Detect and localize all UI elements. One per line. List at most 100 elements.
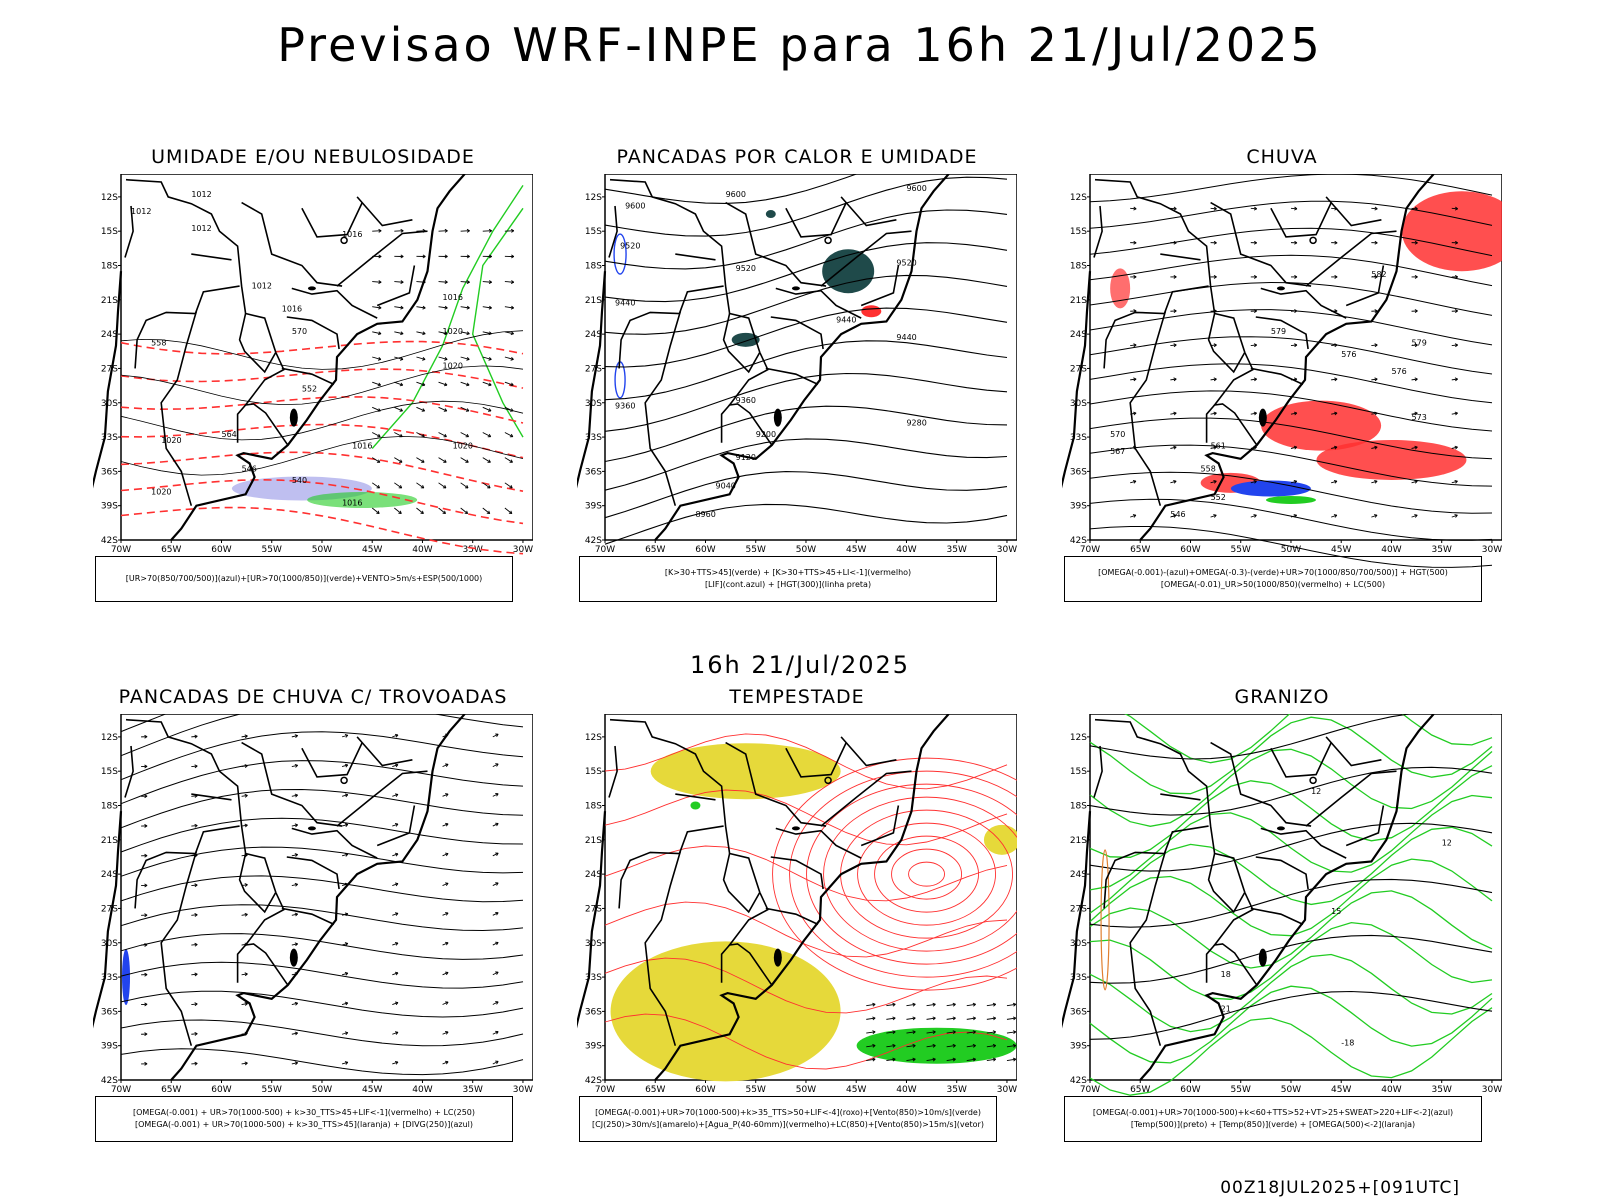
wind-arrow <box>1170 378 1177 381</box>
isoline <box>1089 766 1493 816</box>
wind-arrowhead <box>511 254 515 259</box>
green-area-k30 <box>822 249 875 294</box>
isoline <box>1124 714 1493 764</box>
wind-arrow <box>1170 480 1177 484</box>
lat-label: 27S <box>585 364 602 374</box>
state-border <box>765 367 819 386</box>
isoline <box>120 731 524 781</box>
wind-arrow <box>866 1058 876 1062</box>
lon-label: 30W <box>1482 545 1502 555</box>
wind-arrowhead <box>294 734 299 738</box>
geography <box>577 174 950 541</box>
wind-arrowhead <box>1173 343 1177 348</box>
wind-arrowhead <box>144 972 148 977</box>
wind-arrowhead <box>495 1060 499 1065</box>
wind-arrowhead <box>1133 274 1137 279</box>
wind-arrow <box>460 381 470 386</box>
wind-arrow <box>1210 514 1217 518</box>
wind-arrow <box>1411 446 1418 449</box>
wind-arrow <box>906 1045 916 1048</box>
wind-arrowhead <box>144 883 148 888</box>
panel-title: TEMPESTADE <box>729 686 865 708</box>
wind-arrow <box>906 1031 916 1034</box>
wind-arrowhead <box>1333 514 1338 518</box>
lon-label: 45W <box>846 545 866 555</box>
lat-label: 12S <box>585 733 602 743</box>
wind-arrowhead <box>1012 1057 1017 1062</box>
contour-label: 9520 <box>896 259 916 268</box>
wind-arrow <box>482 457 491 463</box>
wind-arrowhead <box>488 382 492 387</box>
lon-label: 50W <box>312 545 332 555</box>
state-border <box>134 285 240 369</box>
panel-title: CHUVA <box>1246 146 1318 168</box>
wind-arrow <box>438 331 448 335</box>
isoline <box>120 1019 524 1047</box>
wind-arrowhead <box>488 356 492 361</box>
wind-arrow <box>986 1031 996 1034</box>
lon-label: 45W <box>362 545 382 555</box>
wind-arrowhead <box>378 254 382 259</box>
lat-label: 18S <box>585 262 602 272</box>
state-border <box>1270 742 1332 778</box>
wind-arrowhead <box>1253 377 1258 382</box>
coastline <box>1139 174 1435 541</box>
wind-arrow <box>442 853 449 857</box>
wind-arrowhead <box>421 408 426 412</box>
wind-arrowhead <box>488 228 492 233</box>
wind-arrowhead <box>1293 411 1298 416</box>
wind-arrowhead <box>509 433 514 438</box>
wind-arrow <box>416 432 425 438</box>
wind-arrow <box>886 1031 896 1034</box>
isoline <box>1089 794 1493 891</box>
isoline <box>120 788 524 829</box>
contour-label: 1012 <box>252 281 272 290</box>
lon-label: 40W <box>412 545 432 555</box>
wind-arrowhead <box>194 1002 198 1007</box>
wind-arrow <box>372 331 382 335</box>
state-border <box>840 196 897 227</box>
isoline <box>120 961 524 989</box>
lon-label: 55W <box>262 1085 282 1095</box>
lat-label: 36S <box>101 1007 118 1017</box>
wind-arrowhead <box>378 305 382 310</box>
wind-arrow <box>416 306 426 309</box>
wind-arrowhead <box>445 971 449 976</box>
wind-arrow <box>392 793 399 797</box>
lat-label: 27S <box>1070 904 1087 914</box>
wind-arrow <box>986 1045 996 1048</box>
wind-arrow <box>1451 378 1458 381</box>
storm-fill <box>610 743 1017 1082</box>
wind-arrowhead <box>394 823 399 827</box>
wind-arrowhead <box>464 510 469 515</box>
isoline <box>1089 716 1493 795</box>
wind-arrowhead <box>445 882 449 886</box>
wind-arrow <box>341 853 348 857</box>
wind-arrow <box>341 764 348 768</box>
lon-label: 60W <box>211 1085 231 1095</box>
wind-arrowhead <box>1253 309 1258 313</box>
wind-arrowhead <box>399 408 403 412</box>
wind-arrow <box>482 507 491 514</box>
state-border <box>1325 736 1382 767</box>
wind-arrowhead <box>1454 343 1458 348</box>
lon-label: 45W <box>362 1085 382 1095</box>
wind-arrow <box>1250 344 1257 347</box>
panel-title: UMIDADE E/OU NEBULOSIDADE <box>151 146 475 168</box>
wind-arrowhead <box>486 510 491 515</box>
legend-tempestade: [OMEGA(-0.001)+UR>70(1000-500)+k>35_TTS>… <box>579 1096 997 1142</box>
wind-arrow <box>438 381 448 386</box>
wind-arrowhead <box>495 822 499 827</box>
coastline <box>93 271 123 489</box>
contour-label: 552 <box>1211 493 1226 502</box>
wind-arrowhead <box>952 1043 956 1048</box>
wind-arrowhead <box>510 408 514 412</box>
state-border <box>1325 196 1382 227</box>
geography <box>93 714 466 1081</box>
lon-label: 35W <box>947 1085 967 1095</box>
contour-label: 9440 <box>615 299 635 308</box>
wind-arrow <box>1331 412 1338 415</box>
state-border <box>238 313 277 374</box>
contour-label: 570 <box>292 327 307 336</box>
isoline <box>604 957 1008 1014</box>
